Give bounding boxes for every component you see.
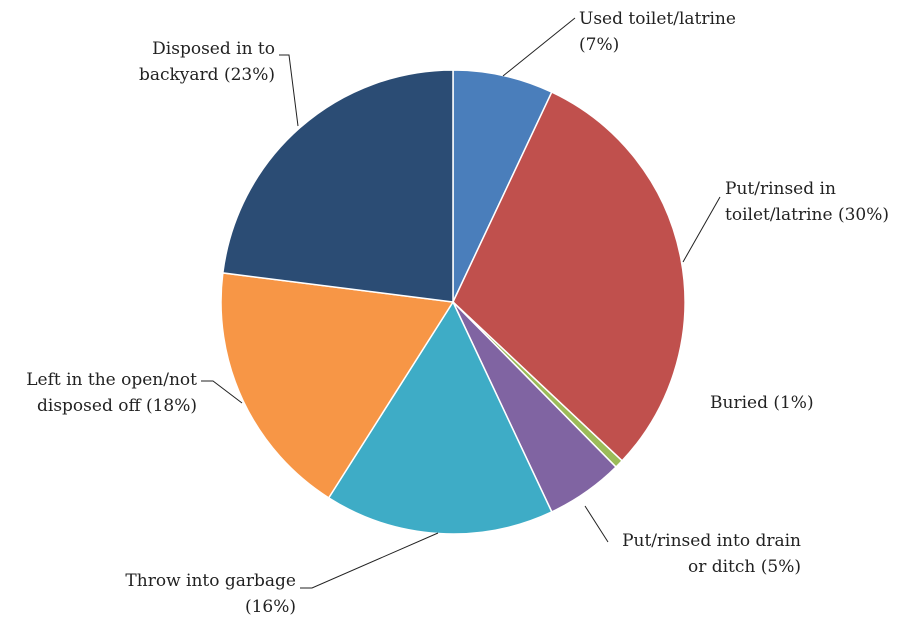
slice-label-line: Used toilet/latrine [579, 9, 736, 29]
leader-line-2 [682, 196, 721, 263]
slice-label-line: Disposed in to [152, 39, 275, 59]
slice-label-3: Buried (1%) [710, 393, 814, 413]
pie-slice-7 [221, 69, 454, 303]
slice-label-5: Throw into garbage (16%) [125, 571, 296, 617]
leader-line-1 [502, 17, 576, 77]
slice-label-line: Buried (1%) [710, 393, 814, 413]
leader-line-4 [584, 505, 609, 543]
slice-label-line: (16%) [245, 597, 296, 617]
leader-line-5 [300, 532, 439, 589]
pie-slices [220, 69, 686, 535]
slice-label-1: Used toilet/latrine (7%) [579, 9, 736, 55]
slice-label-line: Throw into garbage [125, 571, 296, 591]
slice-label-line: (7%) [579, 35, 619, 55]
slice-label-line: disposed off (18%) [37, 396, 197, 416]
slice-label-7: Disposed in to backyard (23%) [139, 39, 275, 85]
leader-line-6 [201, 380, 243, 404]
slice-label-line: Put/rinsed into drain [622, 531, 801, 551]
pie-slice-5 [327, 300, 553, 535]
pie-slice-6 [220, 272, 455, 499]
slice-label-2: Put/rinsed in toilet/latrine (30%) [725, 179, 889, 225]
slice-label-line: Left in the open/not [26, 370, 197, 390]
leader-line-7 [279, 54, 299, 127]
slice-label-line: or ditch (5%) [688, 557, 801, 577]
slice-label-4: Put/rinsed into drain or ditch (5%) [622, 531, 801, 577]
pie-slice-2 [452, 91, 686, 462]
slice-label-line: Put/rinsed in [725, 179, 836, 199]
slice-label-6: Left in the open/not disposed off (18%) [26, 370, 197, 416]
slice-label-line: toilet/latrine (30%) [725, 205, 889, 225]
slice-labels: Used toilet/latrine (7%) Put/rinsed in toil… [26, 9, 889, 617]
slice-label-line: backyard (23%) [139, 65, 275, 85]
leader-lines [201, 17, 721, 589]
